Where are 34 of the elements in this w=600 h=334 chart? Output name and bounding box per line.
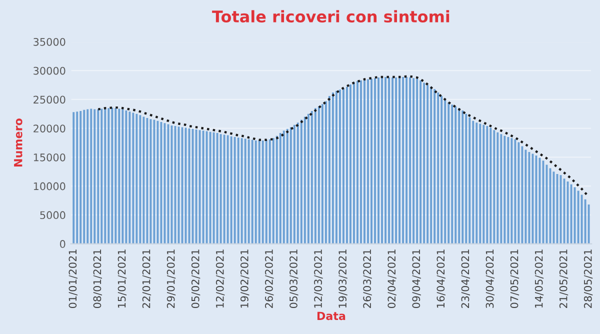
x-tick-label: 09/04/2021 [412, 250, 421, 308]
y-tick-label: 20000 [34, 124, 66, 132]
x-tick-label: 07/05/2021 [510, 250, 520, 308]
y-tick-label: 15000 [34, 153, 66, 162]
x-tick-label: 19/03/2021 [338, 250, 348, 308]
x-tick-label: 12/03/2021 [314, 250, 323, 308]
x-tick-label: 28/05/2021 [584, 250, 593, 308]
y-tick-label: 35000 [34, 38, 66, 46]
y-tick-label: 25000 [34, 96, 66, 104]
x-tick-label: 21/05/2021 [559, 250, 568, 308]
x-tick-label: 26/03/2021 [363, 250, 372, 308]
x-tick-label: 23/04/2021 [461, 250, 470, 308]
x-tick-label: 02/04/2021 [388, 250, 396, 308]
chart-title: Totale ricoveri con sintomi [212, 10, 450, 23]
x-tick-label: 14/05/2021 [534, 250, 544, 308]
y-tick-label: 0 [60, 240, 66, 248]
x-tick-label: 05/02/2021 [191, 250, 200, 308]
x-tick-label: 08/01/2021 [93, 250, 102, 308]
x-tick-label: 19/02/2021 [240, 250, 250, 308]
y-axis-title: Numero [14, 118, 22, 166]
x-tick-label: 22/01/2021 [142, 250, 152, 308]
line-series [97, 75, 590, 198]
x-tick-label: 15/01/2021 [118, 250, 127, 308]
x-tick-label: 26/02/2021 [265, 250, 274, 308]
y-tick-label: 5000 [40, 211, 66, 220]
y-tick-label: 30000 [34, 66, 66, 75]
x-tick-label: 30/04/2021 [486, 250, 495, 308]
x-tick-label: 16/04/2021 [436, 250, 446, 308]
x-tick-label: 12/02/2021 [216, 250, 225, 308]
x-tick-label: 05/03/2021 [290, 250, 298, 308]
x-tick-label: 29/01/2021 [166, 250, 176, 308]
x-tick-label: 01/01/2021 [68, 250, 78, 308]
y-tick-label: 10000 [34, 182, 66, 190]
x-axis-title: Data [317, 312, 346, 320]
